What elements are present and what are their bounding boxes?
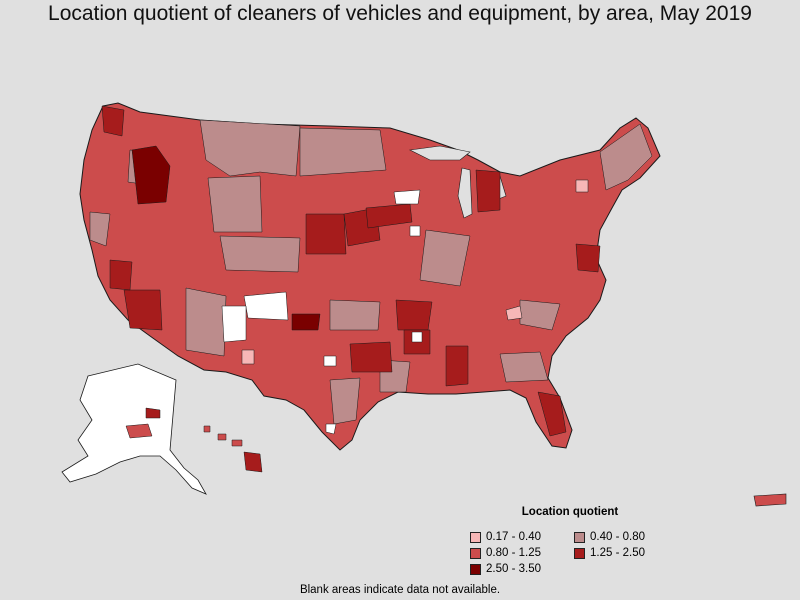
lake-superior [408, 145, 471, 161]
regions-no-data [221, 189, 423, 435]
map-title: Location quotient of cleaners of vehicle… [48, 2, 752, 25]
legend-label: 0.17 - 0.40 [486, 531, 541, 543]
regions-1-25-to-2-50 [101, 105, 601, 437]
legend-label: 1.25 - 2.50 [590, 547, 645, 559]
legend-item: 1.25 - 2.50 [574, 546, 678, 560]
lake-michigan [457, 167, 473, 219]
legend-swatch [470, 531, 481, 543]
legend-label: 2.50 - 3.50 [486, 563, 541, 575]
legend-title: Location quotient [521, 506, 619, 518]
map-legend: Location quotient 0.17 - 0.40 0.40 - 0.8… [470, 506, 680, 576]
alaska-region-b [125, 423, 153, 439]
legend-label: 0.40 - 0.80 [590, 531, 645, 543]
legend-label: 0.80 - 1.25 [486, 547, 541, 559]
regions-0-17-to-0-40 [241, 179, 589, 365]
regions-0-40-to-0-80 [89, 119, 653, 425]
legend-swatch [574, 547, 585, 559]
regions-2-50-to-3-50 [131, 145, 321, 331]
legend-swatch [574, 531, 585, 543]
legend-swatch [470, 563, 481, 575]
legend-swatch [470, 547, 481, 559]
puerto-rico [753, 493, 787, 507]
hawaii [203, 425, 263, 473]
alaska-region-a [145, 407, 161, 419]
footnote: Blank areas indicate data not available. [299, 584, 501, 596]
legend-item: 2.50 - 3.50 [470, 562, 574, 576]
legend-item: 0.80 - 1.25 [470, 546, 574, 560]
legend-item: 0.40 - 0.80 [574, 530, 678, 544]
legend-item: 0.17 - 0.40 [470, 530, 574, 544]
